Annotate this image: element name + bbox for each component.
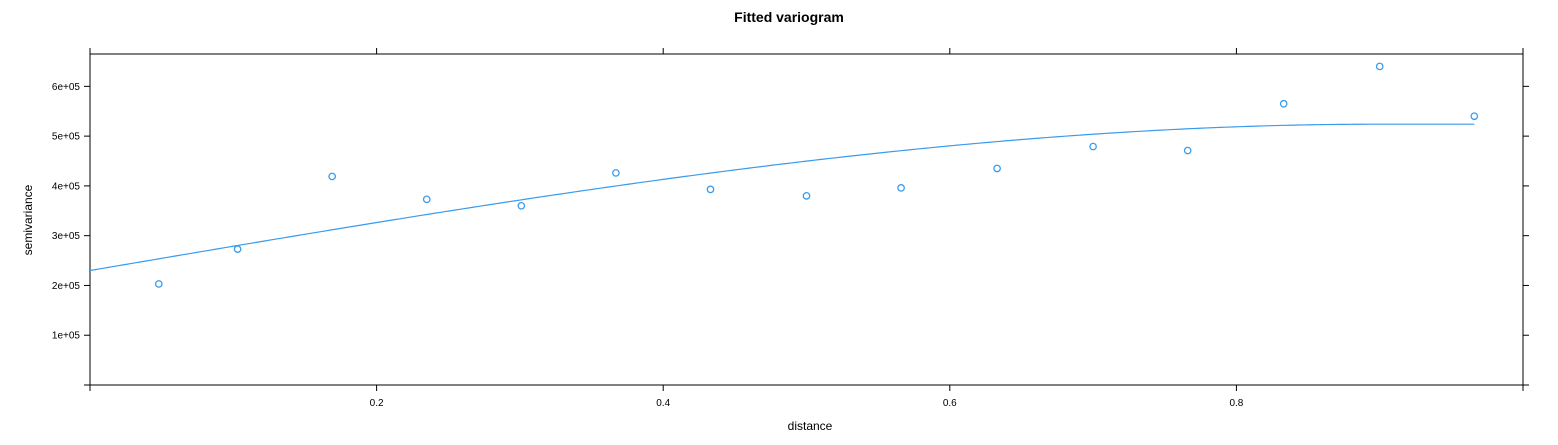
marks-layer — [89, 62, 1479, 288]
y-tick-label: 2e+05 — [52, 281, 81, 292]
y-tick-label: 1e+05 — [52, 331, 81, 342]
data-point — [897, 184, 905, 192]
data-point — [706, 185, 715, 194]
x-tick-label: 0.6 — [943, 398, 957, 409]
chart-title: Fitted variogram — [734, 9, 844, 25]
y-tick-label: 5e+05 — [52, 132, 81, 143]
x-tick-label: 0.2 — [370, 398, 384, 409]
data-point — [1089, 142, 1097, 151]
x-tick-label: 0.8 — [1229, 398, 1243, 409]
data-point — [422, 195, 431, 204]
data-point — [517, 201, 526, 210]
y-axis-title: semivariance — [21, 184, 35, 255]
data-point — [612, 169, 620, 177]
data-point — [328, 172, 337, 181]
y-tick-label: 3e+05 — [52, 231, 81, 242]
plot-frame — [89, 53, 1524, 386]
x-tick-label: 0.4 — [656, 398, 670, 409]
data-point — [233, 245, 242, 253]
data-point — [993, 164, 1001, 173]
y-tick-label: 6e+05 — [52, 82, 81, 93]
data-point — [1279, 99, 1288, 108]
axes-layer: 0.2 0.4 0.6 0.8 1e+05 2e+05 3e+05 4e+05 5e+05 6e+… — [52, 48, 1529, 409]
data-point — [154, 280, 163, 288]
data-point — [1183, 146, 1192, 155]
data-point — [1375, 62, 1384, 71]
fitted-variogram-line — [89, 123, 1475, 272]
data-point — [1470, 112, 1479, 121]
y-tick-label: 4e+05 — [52, 181, 81, 192]
data-point — [802, 192, 811, 200]
x-axis-title: distance — [788, 419, 833, 433]
